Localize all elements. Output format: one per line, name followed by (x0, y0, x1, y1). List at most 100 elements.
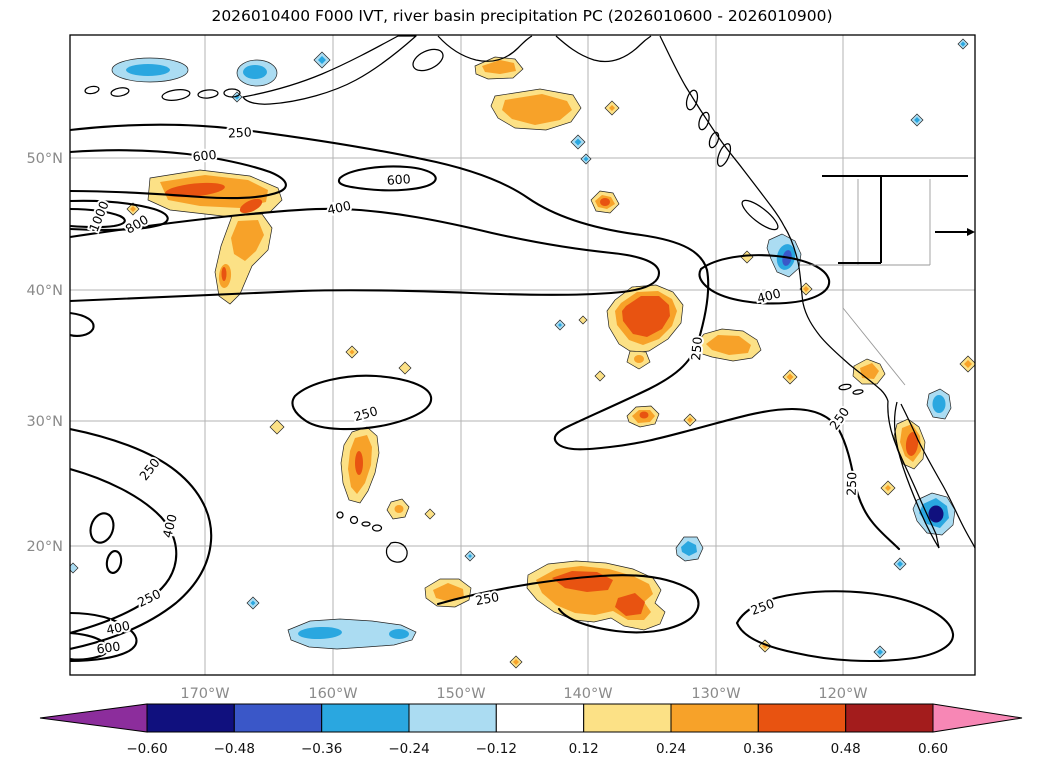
coastline-mexico-mainland (900, 403, 975, 549)
anomaly-blob (877, 649, 883, 655)
coastline-molokai (361, 521, 371, 527)
coastline-channel-island (838, 383, 852, 391)
anomaly-blob (502, 94, 572, 125)
lat-tick-label: 40°N (26, 283, 63, 299)
contour-hook (70, 311, 95, 337)
coastline-vancouver-island (741, 199, 779, 231)
contour-400-southwest (70, 611, 138, 663)
anomaly-blob (513, 659, 519, 665)
colorbar-segment (845, 703, 934, 733)
colorbar-segment (670, 703, 759, 733)
lon-tick-label: 160°W (308, 686, 357, 702)
anomaly-blob (622, 296, 670, 337)
contour-600 (70, 149, 287, 200)
lon-tick-label: 130°W (691, 686, 740, 702)
coastline-island (223, 88, 241, 98)
colorbar-segment (583, 703, 672, 733)
anomaly-blob (250, 600, 256, 606)
colorbar-tick-label: −0.24 (388, 741, 429, 757)
contour-label: 400 (159, 512, 179, 539)
contour-400 (70, 207, 661, 303)
colorbar-under-arrow (39, 703, 148, 733)
anomaly-blob (349, 349, 355, 355)
contour-250-closed (291, 374, 433, 431)
anomaly-blob (298, 626, 342, 640)
contour-600-closed (337, 165, 437, 192)
contour-label: 250 (688, 336, 705, 361)
anomaly-blob (932, 395, 946, 413)
coastline-oahu (349, 515, 359, 525)
colorbar-tick-label: −0.48 (214, 741, 255, 757)
inland-borders (800, 175, 975, 386)
contour-label: 250 (474, 589, 500, 608)
anomaly-blob (905, 432, 919, 456)
anomaly-blob (634, 355, 644, 363)
anomaly-blob (578, 315, 588, 325)
anomaly-blob (468, 554, 472, 558)
anomaly-blob (885, 485, 891, 491)
coastline-haida-gwaii (716, 143, 732, 167)
anomaly-blob (687, 417, 693, 423)
contour-label: 250 (826, 404, 852, 432)
lat-tick-label: 20°N (26, 539, 63, 555)
anomaly-blob (897, 561, 903, 567)
contour-250-closed (735, 590, 955, 663)
anomaly-blob (389, 629, 409, 639)
anomaly-blob (914, 117, 920, 123)
anomaly-blob (231, 220, 264, 261)
contour-1000 (70, 207, 126, 229)
colorbar-segment (408, 703, 497, 733)
arrow-mark (967, 228, 975, 236)
contour-label: 400 (105, 618, 132, 638)
coastline-island (161, 89, 191, 101)
anomaly-blob (681, 541, 697, 556)
anomaly-blob (355, 451, 363, 475)
coastline-hawaii-island (385, 541, 408, 563)
anomaly-blob (609, 105, 615, 111)
anomaly-blob (394, 505, 404, 513)
map-frame (69, 34, 976, 676)
contour-800 (70, 199, 169, 232)
coastline-island (708, 131, 720, 149)
anomaly-blob (221, 267, 227, 281)
coastline-island (197, 89, 219, 99)
coastline-southeast-alaska (659, 35, 785, 227)
contour-small-closed (89, 512, 115, 544)
anomaly-blob (964, 360, 972, 368)
colorbar: −0.60 −0.48 −0.36 −0.24 −0.12 0.12 0.24 … (39, 703, 1023, 757)
anomaly-blob (928, 505, 944, 523)
anomaly-blob (482, 60, 516, 74)
contour-label: 250 (749, 596, 777, 618)
contour-label: 600 (192, 147, 217, 164)
anomaly-blob (740, 250, 754, 264)
contour-label: 250 (135, 586, 163, 610)
anomaly-shading (70, 38, 975, 669)
colorbar-segment (233, 703, 323, 733)
contour-250-south (436, 574, 700, 634)
contour-label: 250 (844, 472, 860, 496)
contour-label: 800 (123, 212, 151, 237)
anomaly-blob (318, 56, 326, 64)
anomaly-blob (574, 138, 582, 146)
anomaly-blob (433, 583, 464, 602)
coastline-maui (371, 524, 383, 532)
contour-label: 250 (227, 124, 252, 140)
coastline-channel-island (852, 389, 864, 395)
coastline-island (698, 111, 710, 131)
anomaly-blob (165, 182, 225, 198)
positive-anomaly-shading (126, 56, 975, 669)
contour-250 (70, 123, 901, 551)
colorbar-tick-label: 0.24 (656, 741, 686, 757)
lat-tick-label: 30°N (26, 414, 63, 430)
contour-250-southwest (70, 427, 213, 651)
coastline-kauai (336, 511, 344, 519)
colorbar-tick-label: 0.48 (831, 741, 861, 757)
colorbar-segment (757, 703, 847, 733)
anomaly-blob (639, 411, 649, 419)
colorbar-tick-label: −0.36 (301, 741, 342, 757)
anomaly-blob (803, 286, 809, 292)
coastline-alaska-peninsula (242, 35, 417, 105)
coastline-island (685, 89, 699, 111)
coastlines (84, 35, 975, 563)
axis-tick-labels: 50°N 40°N 30°N 20°N 170°W 160°W 150°W 14… (26, 151, 867, 702)
